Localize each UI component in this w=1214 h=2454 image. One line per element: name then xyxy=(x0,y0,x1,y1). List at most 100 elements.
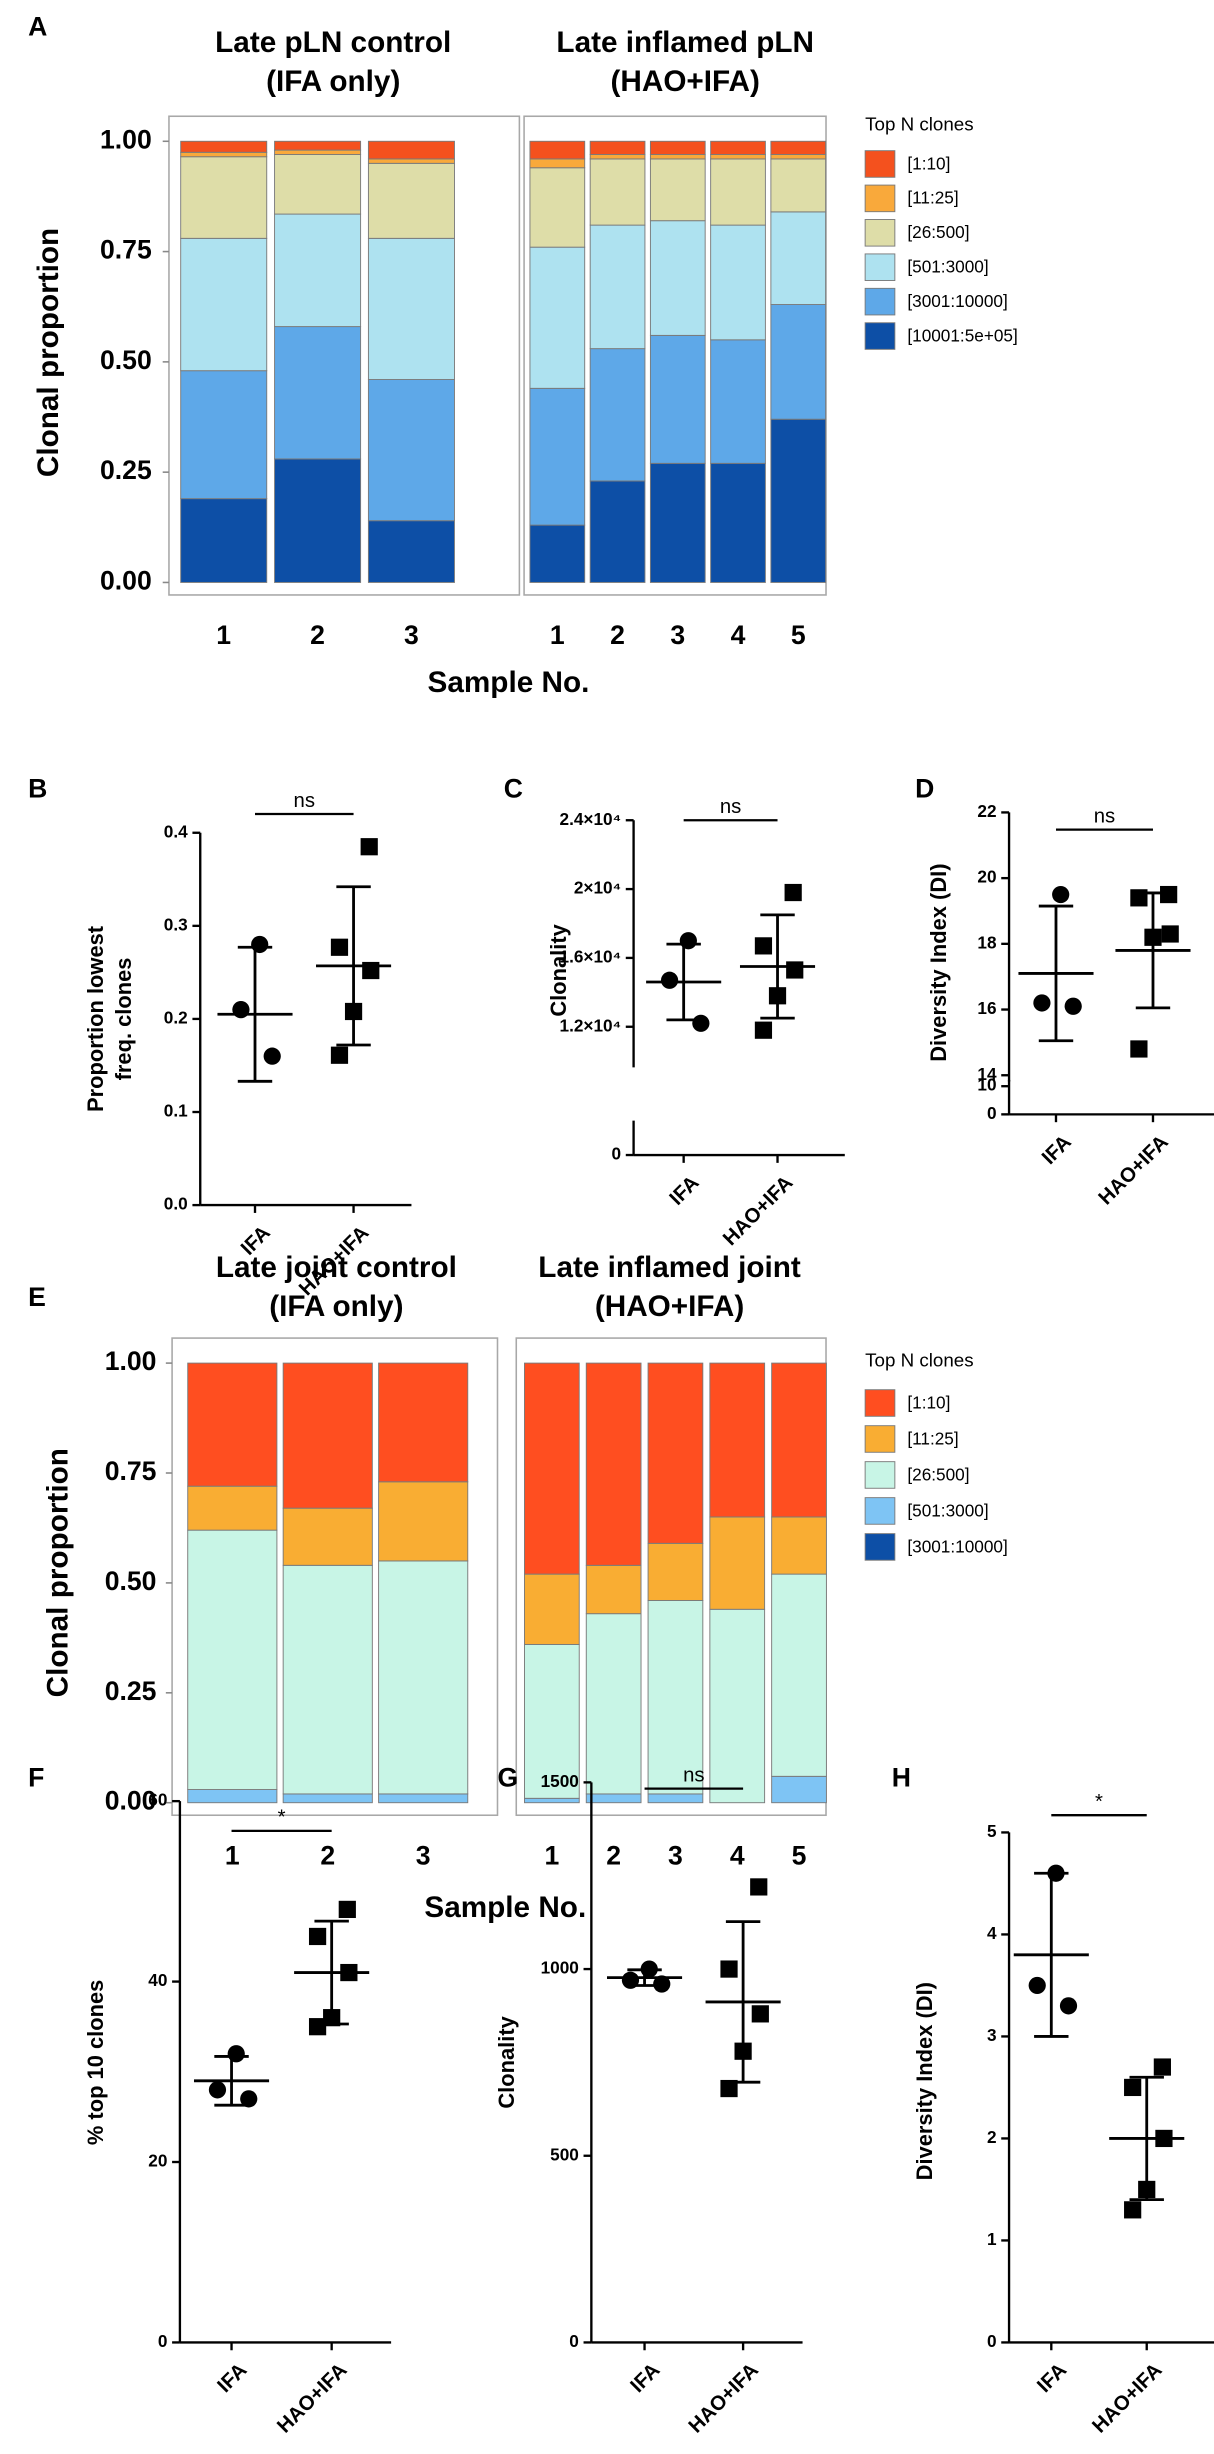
x-axis-label: Sample No. xyxy=(424,1891,586,1924)
bar-segment xyxy=(585,1793,642,1804)
y-tick-label: 14 xyxy=(977,1064,997,1084)
bar-segment xyxy=(770,154,827,160)
bar-segment xyxy=(585,1613,642,1795)
legend-label: [11:25] xyxy=(907,1428,958,1448)
significance-label: ns xyxy=(683,1764,704,1786)
bar-segment xyxy=(378,1481,469,1562)
data-point xyxy=(1153,2058,1171,2076)
significance-label: ns xyxy=(720,796,741,818)
bar-segment xyxy=(770,158,827,213)
y-tick-label: 500 xyxy=(550,2144,579,2164)
data-point xyxy=(754,1021,773,1039)
panel-letter: C xyxy=(504,774,523,804)
data-point xyxy=(240,2090,258,2108)
bar-segment xyxy=(180,140,268,153)
data-point xyxy=(208,2081,227,2099)
significance-label: ns xyxy=(1094,805,1115,827)
bar-segment xyxy=(367,520,455,583)
bar-segment xyxy=(771,1573,827,1777)
x-tick-label: 3 xyxy=(416,1840,431,1870)
x-tick-label: 4 xyxy=(730,1840,745,1870)
chart-title: (HAO+IFA) xyxy=(611,65,760,98)
panel-letter: D xyxy=(915,774,934,804)
y-tick-label: 2×10⁴ xyxy=(574,878,621,898)
legend-swatch xyxy=(864,1425,896,1453)
y-tick-label: 1.6×10⁴ xyxy=(560,946,622,966)
x-tick-label: 5 xyxy=(791,620,806,650)
y-tick-label: 0.2 xyxy=(164,1007,188,1027)
data-point xyxy=(308,2018,327,2036)
y-tick-label: 1500 xyxy=(541,1771,579,1791)
bar-segment xyxy=(529,524,586,583)
bar-segment xyxy=(589,140,646,155)
bar-segment xyxy=(378,1560,469,1795)
data-point xyxy=(263,1047,281,1065)
y-tick-label: 0 xyxy=(987,1103,997,1123)
y-tick-label: 0.25 xyxy=(105,1676,157,1706)
y-axis-label: Clonality xyxy=(546,923,571,1016)
y-tick-label: 18 xyxy=(977,932,997,952)
x-tick-label: 1 xyxy=(225,1840,240,1870)
y-tick-label: 20 xyxy=(977,867,996,887)
bar-segment xyxy=(274,458,362,583)
data-point xyxy=(1130,1040,1148,1058)
bar-segment xyxy=(771,1775,827,1804)
bar-segment xyxy=(187,1529,278,1790)
bar-segment xyxy=(529,167,586,248)
data-point xyxy=(720,2079,738,2098)
bar-segment xyxy=(710,140,766,155)
legend-swatch xyxy=(864,1533,896,1561)
significance-label: * xyxy=(278,1807,286,1829)
data-point xyxy=(750,1878,768,1896)
legend-label: [11:25] xyxy=(907,188,958,208)
data-point xyxy=(751,2005,769,2023)
data-point xyxy=(784,883,802,902)
legend-swatch xyxy=(864,1497,896,1525)
bar-segment xyxy=(770,211,827,305)
data-point xyxy=(786,961,804,979)
panel-letter: E xyxy=(28,1282,46,1312)
y-tick-label: 0.50 xyxy=(105,1566,157,1596)
bar-segment xyxy=(367,379,455,522)
bar-segment xyxy=(367,237,455,380)
legend-swatch xyxy=(864,184,896,213)
bar-segment xyxy=(367,158,455,164)
y-tick-label: 60 xyxy=(148,1790,167,1810)
y-tick-label: 0.75 xyxy=(105,1456,157,1486)
chart-title: Late pLN control xyxy=(215,26,451,59)
y-tick-label: 0 xyxy=(569,2331,579,2351)
legend-swatch xyxy=(864,219,896,247)
bar-segment xyxy=(367,162,455,239)
bar-segment xyxy=(378,1793,469,1804)
bar-segment xyxy=(524,1643,580,1799)
bar-segment xyxy=(710,224,766,341)
data-point xyxy=(653,1975,671,1993)
y-tick-label: 0.4 xyxy=(164,821,188,841)
bar-segment xyxy=(282,1793,373,1804)
bar-segment xyxy=(709,1608,766,1804)
data-point xyxy=(330,1046,349,1064)
bar-segment xyxy=(647,1542,704,1601)
bar-segment xyxy=(524,1573,580,1645)
legend-swatch xyxy=(864,1389,896,1417)
legend-label: [501:3000] xyxy=(907,257,988,277)
bar-segment xyxy=(589,224,646,350)
bar-segment xyxy=(282,1507,373,1566)
x-tick-label: 4 xyxy=(731,620,746,650)
significance-label: * xyxy=(1095,1791,1103,1813)
y-tick-label: 3 xyxy=(987,2025,997,2045)
data-point xyxy=(1059,1997,1078,2015)
legend-swatch xyxy=(864,322,896,350)
legend-label: [501:3000] xyxy=(907,1500,988,1520)
legend-label: [3001:10000] xyxy=(907,291,1007,311)
data-point xyxy=(692,1014,710,1032)
bar-segment xyxy=(770,140,827,155)
bar-segment xyxy=(180,237,268,372)
bar-segment xyxy=(585,1362,642,1566)
y-tick-label: 2.4×10⁴ xyxy=(560,809,622,829)
bar-segment xyxy=(180,498,268,583)
panel-letter: G xyxy=(497,1762,518,1792)
legend-swatch xyxy=(864,1461,896,1489)
bar-segment xyxy=(589,348,646,482)
bar-segment xyxy=(524,1362,580,1575)
